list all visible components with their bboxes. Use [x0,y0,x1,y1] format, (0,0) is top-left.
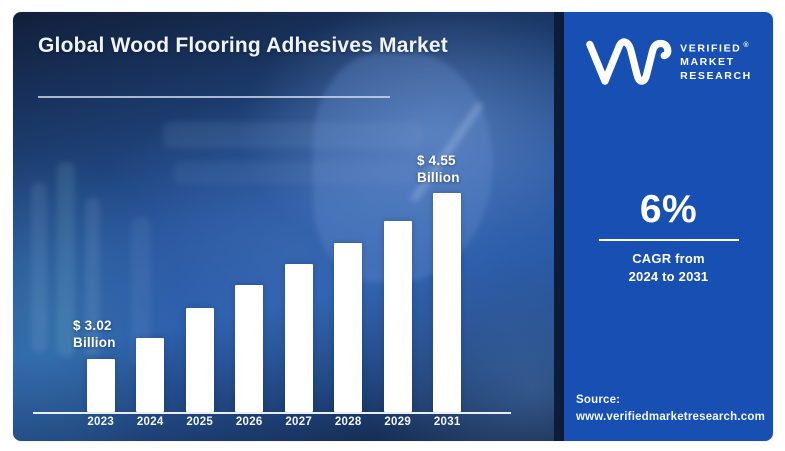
brand-word-line: RESEARCH [680,69,752,82]
panel-divider [554,12,564,441]
bar-slot [76,186,126,412]
registered-trademark-icon: ® [743,41,749,49]
chart-panel: Global Wood Flooring Adhesives Market 20… [13,12,554,441]
test-tube-shape [131,217,151,367]
category-label-2025: 2025 [186,416,214,428]
bar-slot [225,186,275,412]
bar-slot [274,186,324,412]
bar-2025 [185,308,214,412]
cagr-kpi: 6% CAGR from 2024 to 2031 [564,188,773,286]
bar-2031 [433,193,462,412]
brand-wordmark: VERIFIED ® MARKET RESEARCH [680,41,752,83]
vmr-logo-icon [586,38,672,85]
test-tube-shape [85,197,100,357]
bar-chart-categories: 2023 2024 2025 2026 2027 2028 2029 2031 [76,416,472,428]
value-label-line: Billion [73,335,116,351]
brand-panel: VERIFIED ® MARKET RESEARCH 6% CAGR from 2… [564,12,773,441]
bar-2024 [136,338,165,412]
value-label-2023: $ 3.02 Billion [73,317,116,352]
cagr-value: 6% [639,188,698,231]
bar-2029 [383,221,412,412]
source-note: Source: www.verifiedmarketresearch.com [576,392,767,427]
bar-slot [324,186,374,412]
category-label-2029: 2029 [384,416,412,428]
bar-slot [175,186,225,412]
category-label-2024: 2024 [136,416,164,428]
bar-2023 [86,359,115,412]
source-label: Source: [576,393,621,406]
value-label-line: $ 3.02 [73,317,112,333]
title-underline [38,96,390,98]
category-label-2028: 2028 [334,416,362,428]
category-label-2023: 2023 [87,416,115,428]
value-label-line: $ 4.55 [417,152,456,168]
bar-slot [373,186,423,412]
bar-2028 [334,243,363,412]
lab-shelf-shape [163,122,423,148]
bar-chart-bars [76,186,472,412]
category-label-2031: 2031 [433,416,461,428]
category-label-2027: 2027 [285,416,313,428]
brand-word: VERIFIED [680,42,742,55]
brand-word-line: MARKET [680,55,735,68]
bar-2027 [284,264,313,412]
value-label-line: Billion [417,170,460,186]
test-tube-shape [31,182,47,352]
source-url: www.verifiedmarketresearch.com [576,410,766,423]
x-axis-line [33,412,511,414]
bar-2026 [235,285,264,412]
value-label-2031: $ 4.55 Billion [417,152,460,187]
cagr-caption-line: CAGR from [632,251,705,266]
brand-word-line: VERIFIED ® [680,41,752,56]
category-label-2026: 2026 [235,416,263,428]
page-title: Global Wood Flooring Adhesives Market [38,34,448,57]
kpi-underline [598,239,739,241]
lab-shelf-shape [173,162,413,184]
bar-slot [423,186,473,412]
cagr-caption-line: 2024 to 2031 [628,269,709,285]
test-tube-shape [57,162,75,357]
infographic-frame: Global Wood Flooring Adhesives Market 20… [13,12,773,441]
cagr-caption: CAGR from 2024 to 2031 [564,250,773,286]
bar-slot [126,186,176,412]
brand-logo: VERIFIED ® MARKET RESEARCH [564,36,773,88]
